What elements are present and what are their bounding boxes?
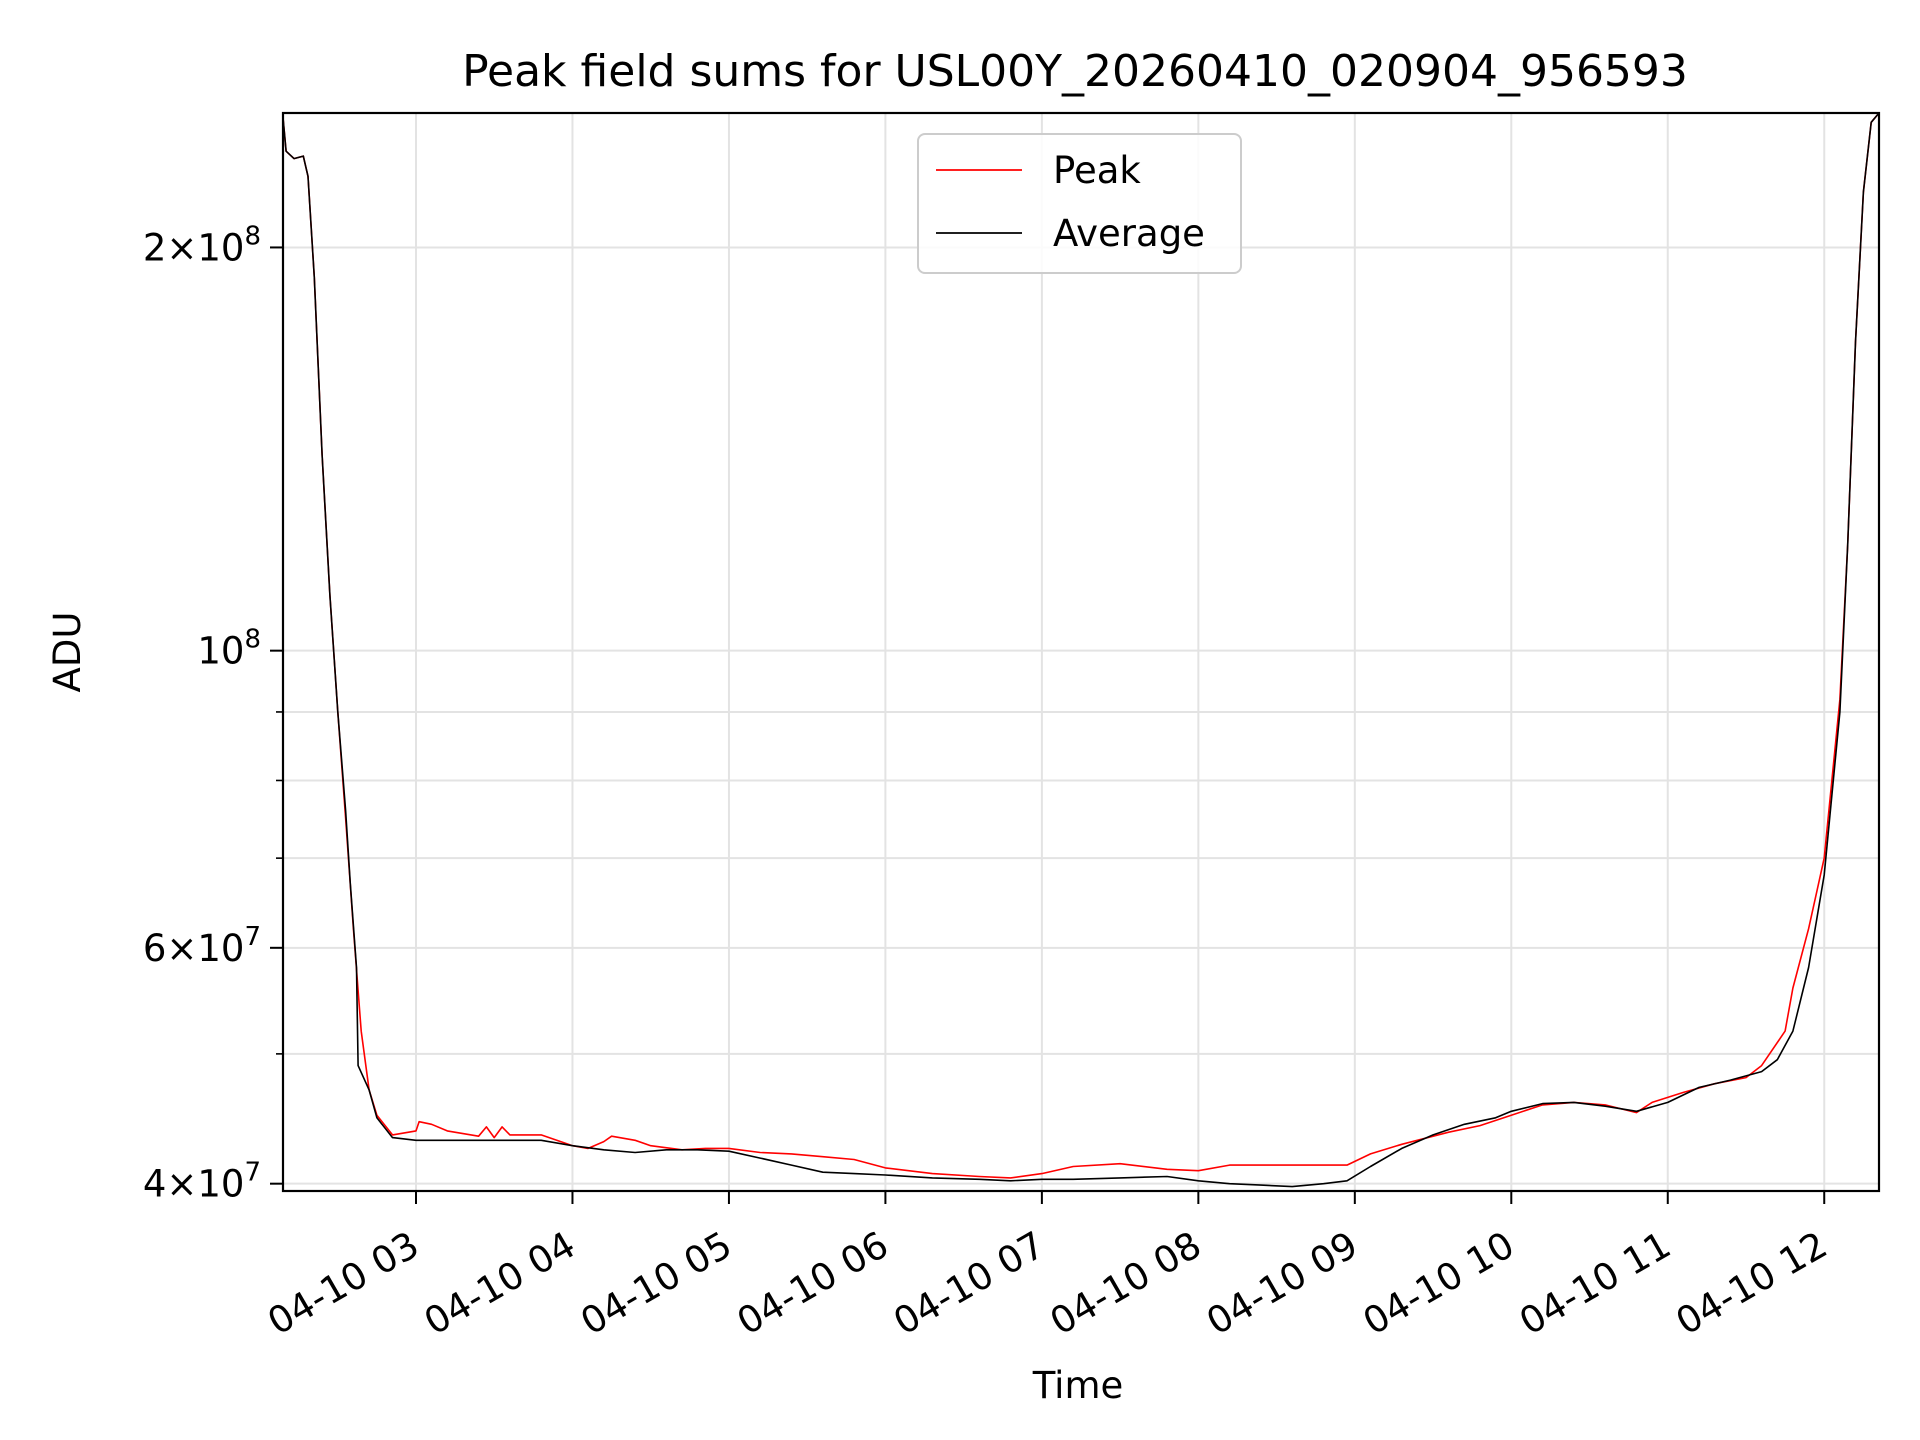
legend: Peak Average xyxy=(917,133,1242,274)
x-axis-label: Time xyxy=(1032,1364,1124,1407)
y-tick-label: 2×108 xyxy=(143,221,261,269)
series-lines xyxy=(283,113,1879,1188)
y-tick-mantissa: 2×10 xyxy=(143,226,245,269)
y-tick-exponent: 7 xyxy=(244,1158,261,1188)
y-tick-label: 4×107 xyxy=(143,1158,261,1206)
legend-label-average: Average xyxy=(1053,212,1205,255)
y-tick-mantissa: 4×10 xyxy=(143,1163,245,1206)
y-tick-label: 6×107 xyxy=(143,922,261,970)
series-line-average xyxy=(283,113,1879,1188)
y-tick-exponent: 8 xyxy=(244,625,261,655)
y-axis-label: ADU xyxy=(46,612,89,693)
legend-box xyxy=(917,133,1242,274)
plot-frame xyxy=(281,111,1881,1193)
y-tick-mantissa: 10 xyxy=(197,630,244,673)
legend-label-peak: Peak xyxy=(1053,149,1141,192)
y-tick-mantissa: 6×10 xyxy=(143,927,245,970)
y-tick-exponent: 8 xyxy=(244,221,261,251)
chart-title: Peak field sums for USL00Y_20260410_0209… xyxy=(462,46,1688,97)
y-tick-exponent: 7 xyxy=(244,922,261,952)
y-tick-label: 108 xyxy=(197,625,261,673)
